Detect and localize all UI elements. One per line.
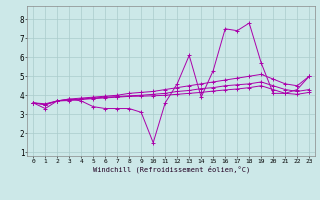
X-axis label: Windchill (Refroidissement éolien,°C): Windchill (Refroidissement éolien,°C)	[92, 165, 250, 173]
